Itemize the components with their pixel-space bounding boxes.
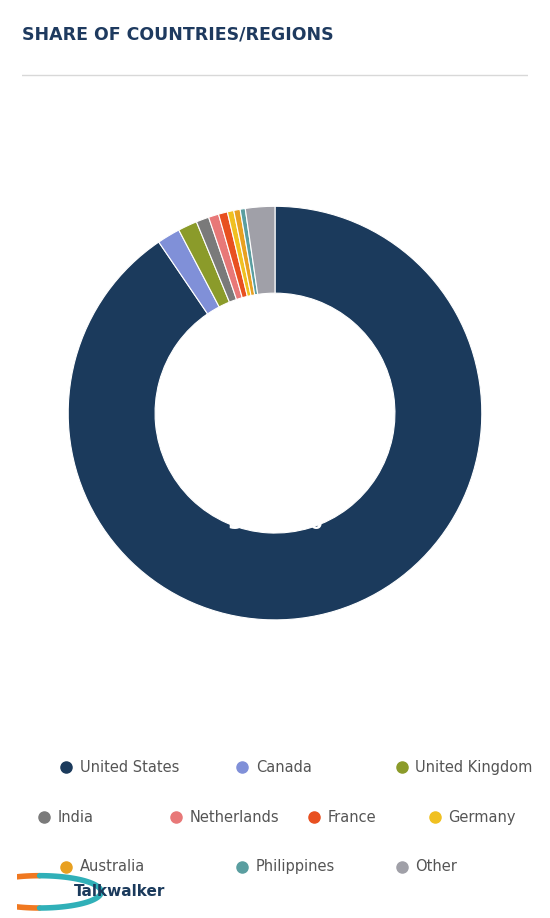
Text: Canada: Canada bbox=[256, 760, 312, 775]
Text: United Kingdom: United Kingdom bbox=[415, 760, 532, 775]
Text: 90.5%: 90.5% bbox=[227, 507, 323, 534]
Wedge shape bbox=[218, 212, 248, 297]
Text: Australia: Australia bbox=[80, 859, 145, 874]
Text: Talkwalker: Talkwalker bbox=[74, 884, 166, 900]
Text: Germany: Germany bbox=[448, 810, 516, 824]
Wedge shape bbox=[234, 209, 255, 296]
Text: Other: Other bbox=[415, 859, 457, 874]
Wedge shape bbox=[227, 210, 251, 297]
Text: Philippines: Philippines bbox=[256, 859, 335, 874]
Wedge shape bbox=[245, 207, 275, 295]
Text: France: France bbox=[327, 810, 376, 824]
Wedge shape bbox=[68, 207, 482, 620]
Wedge shape bbox=[208, 214, 242, 299]
Wedge shape bbox=[196, 218, 236, 302]
Wedge shape bbox=[240, 208, 258, 295]
Text: Netherlands: Netherlands bbox=[190, 810, 279, 824]
Text: United States: United States bbox=[80, 760, 179, 775]
Wedge shape bbox=[159, 230, 219, 314]
Text: India: India bbox=[58, 810, 94, 824]
Wedge shape bbox=[179, 222, 229, 307]
Text: SHARE OF COUNTRIES/REGIONS: SHARE OF COUNTRIES/REGIONS bbox=[22, 26, 334, 44]
